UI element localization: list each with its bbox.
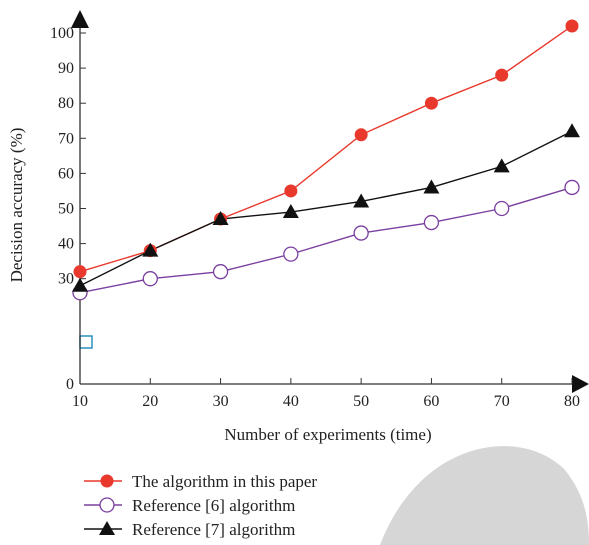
series-line-2 bbox=[79, 186, 573, 294]
series bbox=[79, 25, 573, 294]
data-point-series-2 bbox=[142, 271, 158, 287]
x-tick-label: 50 bbox=[353, 393, 369, 410]
background-watermark-shape bbox=[380, 446, 589, 545]
data-point-series-3 bbox=[564, 123, 580, 138]
data-point-series-3 bbox=[212, 211, 229, 226]
x-axis-arrow-icon bbox=[572, 375, 589, 393]
data-point-series-2 bbox=[212, 264, 229, 280]
data-point-series-2 bbox=[283, 246, 299, 262]
axis-ticks: 10 20 30 40 50 60 70 80 0 30 40 50 60 70 80 90 100 bbox=[50, 25, 580, 410]
legend-marker-2 bbox=[99, 497, 115, 513]
legend: The algorithm in this paper Reference [6]… bbox=[84, 472, 317, 539]
data-point-series-1 bbox=[495, 68, 509, 82]
data-point-series-3 bbox=[282, 204, 299, 219]
series-line-1 bbox=[79, 25, 573, 273]
markers bbox=[72, 19, 580, 301]
legend-label-3: Reference [7] algorithm bbox=[132, 520, 295, 539]
y-tick-label: 0 bbox=[66, 376, 74, 393]
x-tick-label: 10 bbox=[72, 393, 88, 410]
data-point-series-1 bbox=[73, 265, 87, 279]
axis-origin-marker bbox=[79, 335, 93, 349]
data-point-series-3 bbox=[72, 277, 88, 292]
x-tick-label: 30 bbox=[213, 393, 229, 410]
data-point-series-2 bbox=[494, 200, 510, 217]
data-point-series-1 bbox=[565, 19, 579, 33]
data-point-series-1 bbox=[354, 128, 368, 142]
legend-label-2: Reference [6] algorithm bbox=[132, 496, 295, 515]
data-point-series-1 bbox=[284, 184, 298, 198]
y-axis-arrow-icon bbox=[71, 10, 89, 28]
data-point-series-3 bbox=[142, 242, 159, 257]
y-tick-label: 70 bbox=[58, 130, 74, 147]
data-point-series-3 bbox=[493, 158, 510, 173]
data-point-series-2 bbox=[353, 225, 369, 241]
x-tick-label: 20 bbox=[142, 393, 158, 410]
legend-marker-3 bbox=[99, 521, 115, 535]
x-tick-label: 40 bbox=[283, 393, 299, 410]
data-point-series-2 bbox=[423, 214, 440, 231]
series-line-3 bbox=[79, 130, 573, 287]
y-tick-label: 30 bbox=[58, 271, 74, 288]
legend-marker-1 bbox=[100, 474, 114, 488]
legend-label-1: The algorithm in this paper bbox=[132, 472, 317, 491]
data-point-series-1 bbox=[424, 96, 438, 110]
axes bbox=[71, 10, 589, 393]
y-tick-label: 50 bbox=[58, 201, 74, 218]
y-tick-label: 100 bbox=[50, 25, 74, 42]
data-point-series-2 bbox=[564, 179, 580, 196]
y-tick-label: 40 bbox=[58, 236, 74, 253]
x-tick-label: 60 bbox=[423, 393, 439, 410]
y-axis-title: Decision accuracy (%) bbox=[7, 128, 26, 283]
y-tick-label: 80 bbox=[58, 95, 74, 112]
x-tick-label: 70 bbox=[494, 393, 510, 410]
data-point-series-3 bbox=[423, 179, 440, 194]
y-tick-label: 60 bbox=[58, 165, 74, 182]
x-tick-label: 80 bbox=[564, 393, 580, 410]
y-tick-label: 90 bbox=[58, 60, 74, 77]
data-point-series-3 bbox=[353, 193, 370, 208]
x-axis-title: Number of experiments (time) bbox=[224, 425, 431, 444]
